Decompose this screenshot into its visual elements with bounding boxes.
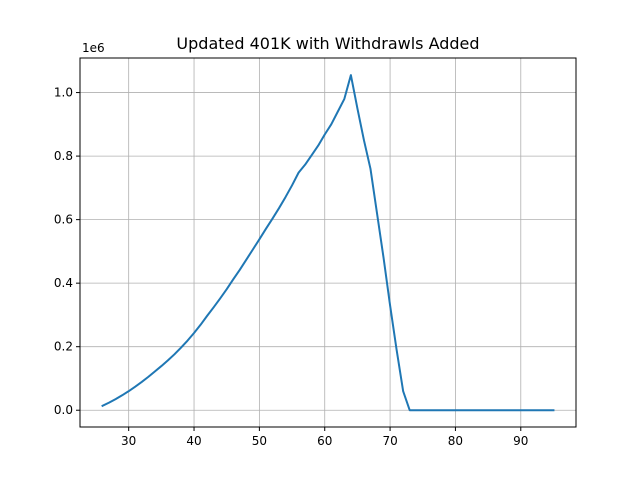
x-tick-label: 80 (448, 434, 463, 448)
grid-layer (80, 58, 576, 427)
x-axis: 30 40 50 60 70 80 90 (121, 427, 528, 448)
series-line (101, 74, 555, 412)
y-tick-label: 0.8 (54, 149, 73, 163)
y-tick-label: 0.2 (54, 340, 73, 354)
x-tick-label: 90 (513, 434, 528, 448)
x-tick-label: 30 (121, 434, 136, 448)
x-tick-label: 60 (317, 434, 332, 448)
x-tick-label: 70 (382, 434, 397, 448)
series-layer (101, 74, 555, 412)
y-offset-label: 1e6 (82, 41, 105, 55)
x-tick-label: 40 (186, 434, 201, 448)
y-tick-label: 0.4 (54, 276, 73, 290)
y-tick-label: 1.0 (54, 86, 73, 100)
y-tick-label: 0.6 (54, 213, 73, 227)
chart-title: Updated 401K with Withdrawls Added (176, 34, 479, 53)
y-axis: 0.0 0.2 0.4 0.6 0.8 1.0 (54, 86, 80, 417)
x-tick-label: 50 (252, 434, 267, 448)
y-tick-label: 0.0 (54, 403, 73, 417)
plot-frame (79, 57, 577, 428)
